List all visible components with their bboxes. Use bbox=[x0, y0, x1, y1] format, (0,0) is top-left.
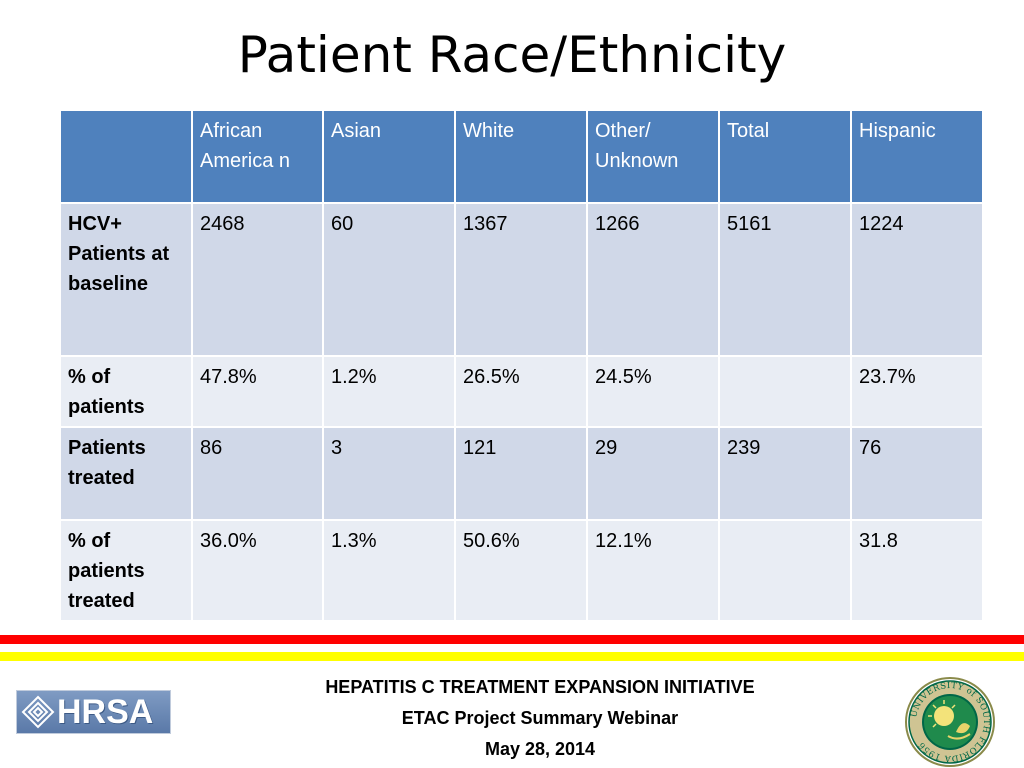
header-cell-other-unknown: Other/ Unknown bbox=[586, 109, 720, 204]
table-header-row: African America n Asian White Other/ Unk… bbox=[59, 109, 984, 204]
row-label: % of patients treated bbox=[59, 519, 193, 622]
header-cell-asian: Asian bbox=[322, 109, 456, 204]
table-cell: 31.8 bbox=[850, 519, 984, 622]
row-label: HCV+ Patients at baseline bbox=[59, 202, 193, 357]
table-cell: 3 bbox=[322, 426, 456, 521]
table-cell: 26.5% bbox=[454, 355, 588, 428]
footer-line-webinar: ETAC Project Summary Webinar bbox=[401, 708, 679, 728]
footer-stripe-yellow bbox=[0, 652, 1024, 661]
footer-line-initiative: HEPATITIS C TREATMENT EXPANSION INITIATI… bbox=[325, 677, 755, 697]
row-label: % of patients bbox=[59, 355, 193, 428]
header-cell-hispanic: Hispanic bbox=[850, 109, 984, 204]
table-cell: 5161 bbox=[718, 202, 852, 357]
table-cell: 23.7% bbox=[850, 355, 984, 428]
race-ethnicity-table: African America n Asian White Other/ Unk… bbox=[59, 109, 984, 622]
table-cell: 1.2% bbox=[322, 355, 456, 428]
header-cell-total: Total bbox=[718, 109, 852, 204]
header-cell-african-american: African America n bbox=[191, 109, 324, 204]
table-cell: 29 bbox=[586, 426, 720, 521]
footer-caption: HEPATITIS C TREATMENT EXPANSION INITIATI… bbox=[230, 672, 850, 765]
table-row: Patients treated 86 3 121 29 239 76 bbox=[59, 426, 984, 521]
table-cell bbox=[718, 355, 852, 428]
table-row: % of patients 47.8% 1.2% 26.5% 24.5% 23.… bbox=[59, 355, 984, 428]
table-cell: 86 bbox=[191, 426, 324, 521]
hrsa-logo-text: HRSA bbox=[57, 692, 154, 731]
table-cell: 1.3% bbox=[322, 519, 456, 622]
header-cell-white: White bbox=[454, 109, 588, 204]
table-row: % of patients treated 36.0% 1.3% 50.6% 1… bbox=[59, 519, 984, 622]
table-cell: 47.8% bbox=[191, 355, 324, 428]
footer-stripe-gap bbox=[0, 644, 1024, 652]
table-cell bbox=[718, 519, 852, 622]
table-cell: 121 bbox=[454, 426, 588, 521]
table-cell: 12.1% bbox=[586, 519, 720, 622]
table-cell: 76 bbox=[850, 426, 984, 521]
row-label: Patients treated bbox=[59, 426, 193, 521]
table-cell: 2468 bbox=[191, 202, 324, 357]
usf-seal-logo: UNIVERSITY of SOUTH FLORIDA 1956 bbox=[905, 677, 995, 767]
table-cell: 60 bbox=[322, 202, 456, 357]
table-cell: 239 bbox=[718, 426, 852, 521]
hrsa-emblem-icon bbox=[21, 695, 55, 729]
table-cell: 24.5% bbox=[586, 355, 720, 428]
table-cell: 50.6% bbox=[454, 519, 588, 622]
footer-line-date: May 28, 2014 bbox=[484, 739, 596, 759]
table-cell: 1266 bbox=[586, 202, 720, 357]
slide-title: Patient Race/Ethnicity bbox=[237, 26, 787, 84]
table-row: HCV+ Patients at baseline 2468 60 1367 1… bbox=[59, 202, 984, 357]
table-cell: 1367 bbox=[454, 202, 588, 357]
table-cell: 36.0% bbox=[191, 519, 324, 622]
footer-stripe-red bbox=[0, 635, 1024, 644]
table-cell: 1224 bbox=[850, 202, 984, 357]
header-cell-empty bbox=[59, 109, 193, 204]
hrsa-logo: HRSA bbox=[16, 690, 171, 734]
